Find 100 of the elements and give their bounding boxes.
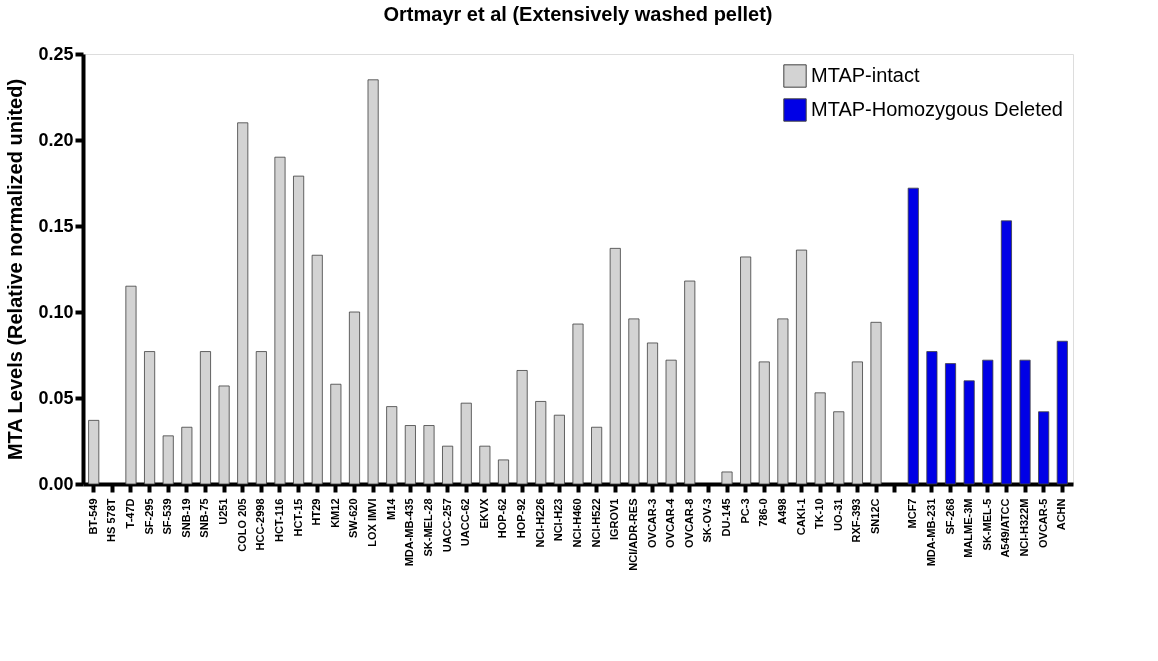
- x-tick-label: HCT-15: [291, 498, 304, 537]
- bar: [944, 363, 957, 485]
- bar: [125, 285, 137, 485]
- x-tick-label: SK-MEL-28: [421, 498, 434, 557]
- bar: [237, 122, 249, 485]
- bar: [497, 459, 510, 485]
- bar: [199, 351, 212, 485]
- x-tick-label: NCI/ADR-RES: [626, 498, 639, 571]
- bar: [870, 321, 882, 485]
- x-tick-label: SK-MEL-5: [980, 498, 993, 551]
- y-tick-label: 0.00: [38, 473, 74, 494]
- y-tick-label: 0.05: [38, 387, 74, 408]
- bar: [926, 351, 938, 485]
- y-tick-label: 0.15: [38, 215, 74, 236]
- bar: [814, 392, 826, 485]
- x-tick-label: OVCAR-3: [645, 498, 658, 549]
- bar: [907, 187, 919, 485]
- x-tick-label: PC-3: [738, 498, 751, 524]
- bar: [572, 323, 584, 485]
- bar: [721, 471, 733, 485]
- x-tick-label: NCI-H226: [533, 498, 546, 548]
- x-tick-label: MCF7: [906, 498, 919, 529]
- x-tick-label: IGROV1: [608, 498, 621, 541]
- bar: [851, 361, 864, 485]
- bar: [292, 175, 305, 485]
- bar: [348, 311, 361, 485]
- bar: [535, 400, 547, 485]
- x-tick-label: NCI-H23: [552, 498, 565, 542]
- x-tick-label: OVCAR-5: [1036, 498, 1049, 549]
- bar: [665, 359, 677, 485]
- bar: [423, 425, 435, 485]
- legend-label: MTAP-Homozygous Deleted: [811, 98, 1063, 120]
- x-tick-label: NCI-H460: [571, 498, 583, 548]
- x-tick-label: OVCAR-8: [682, 498, 695, 549]
- x-tick-label: NCI-H322M: [1018, 498, 1031, 557]
- x-tick-label: T-47D: [123, 498, 136, 529]
- y-tick-label: 0.10: [38, 301, 74, 322]
- bar: [404, 425, 416, 485]
- x-tick-label: SN12C: [869, 498, 882, 534]
- x-tick-label: CAKI-1: [794, 498, 807, 536]
- bar: [162, 435, 174, 485]
- x-tick-label: ACHN: [1055, 498, 1068, 531]
- x-tick-label: HOP-92: [515, 498, 528, 539]
- bar: [181, 426, 193, 485]
- x-tick-label: MALME-3M: [962, 498, 975, 558]
- x-tick-label: A498: [775, 498, 788, 525]
- bar: [795, 249, 808, 485]
- bar: [1056, 340, 1068, 485]
- chart-title: Ortmayr et al (Extensively washed pellet): [383, 3, 773, 25]
- bar: [274, 156, 286, 485]
- bar: [963, 380, 975, 485]
- x-tick-label: LOX IMVI: [366, 498, 379, 547]
- bar: [777, 318, 789, 485]
- x-tick-label: HCT-116: [272, 498, 285, 542]
- x-tick-label: HOP-62: [496, 498, 509, 539]
- x-tick-label: COLO 205: [235, 498, 248, 552]
- bar: [441, 445, 454, 485]
- bar: [516, 369, 528, 485]
- x-tick-label: SF-268: [943, 498, 956, 535]
- x-tick-label: RXF-393: [850, 498, 863, 543]
- bar: [218, 385, 230, 485]
- bar: [740, 256, 752, 485]
- x-tick-label: UO-31: [831, 498, 844, 531]
- bar: [646, 342, 659, 485]
- x-tick-label: OVCAR-4: [664, 497, 677, 549]
- bar: [982, 359, 994, 485]
- x-tick-label: SF-539: [161, 498, 174, 535]
- x-tick-label: U251: [217, 498, 230, 525]
- x-tick-label: UACC-62: [459, 498, 472, 547]
- x-tick-label: HCC-2998: [254, 498, 267, 551]
- bar: [1000, 220, 1013, 485]
- x-tick-label: HS 578T: [105, 498, 118, 542]
- y-tick-label: 0.20: [38, 129, 74, 150]
- x-tick-label: SF-295: [142, 498, 155, 535]
- x-tick-label: KM12: [328, 498, 341, 528]
- x-tick-label: EKVX: [477, 497, 490, 529]
- x-tick-label: UACC-257: [440, 498, 453, 553]
- bar: [1038, 411, 1050, 485]
- x-tick-label: NCI-H522: [589, 498, 602, 548]
- x-tick-label: HT29: [310, 498, 323, 526]
- bar: [143, 351, 156, 485]
- x-tick-label: TK-10: [813, 498, 826, 530]
- legend-label: MTAP-intact: [811, 64, 920, 86]
- x-tick-label: SNB-75: [198, 498, 211, 538]
- y-axis-title: MTA Levels (Relative normalized united): [4, 78, 27, 461]
- bar: [684, 280, 696, 485]
- bar: [255, 351, 267, 485]
- x-tick-label: SW-620: [347, 498, 360, 539]
- bar: [330, 383, 342, 485]
- bar: [367, 79, 379, 485]
- bar: [88, 419, 100, 485]
- x-tick-label: A549/ATCC: [999, 498, 1012, 558]
- x-tick-label: DU-145: [720, 498, 733, 537]
- bar: [553, 414, 565, 485]
- bar: [311, 254, 323, 485]
- bar: [1019, 359, 1031, 485]
- x-tick-label: M14: [384, 497, 397, 520]
- bar: [479, 445, 491, 485]
- x-tick-label: 786-0: [757, 498, 770, 527]
- bar: [758, 361, 770, 485]
